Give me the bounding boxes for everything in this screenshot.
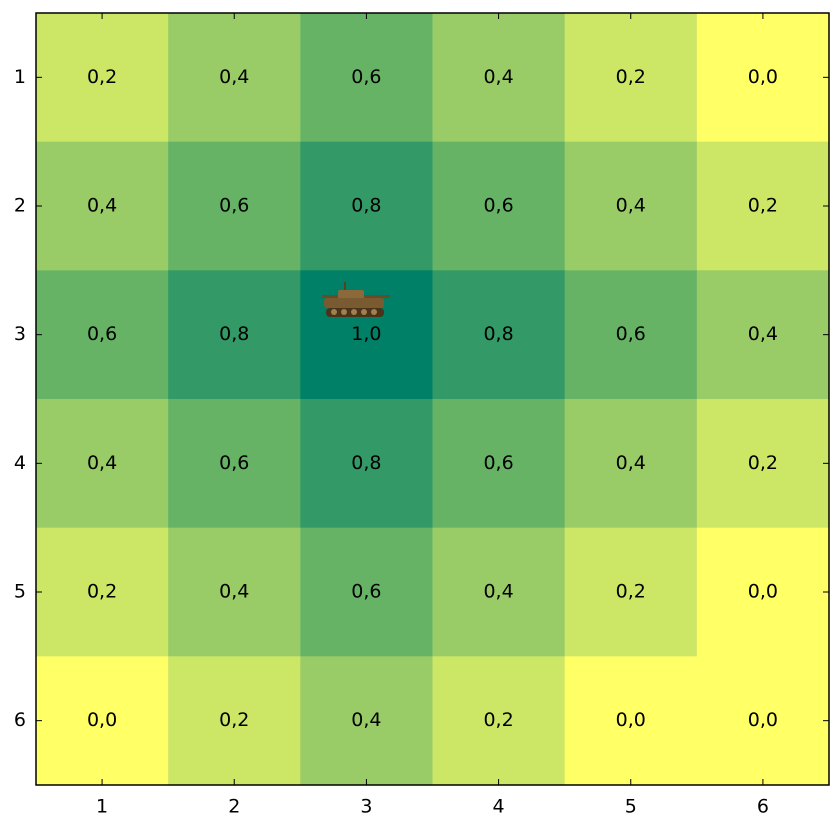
heat-cell [696, 141, 830, 271]
x-tick-label: 4 [493, 796, 505, 818]
cell-label: 0,4 [748, 323, 778, 345]
heat-cell [36, 527, 169, 657]
y-tick-label: 6 [14, 709, 26, 731]
y-tick-label: 3 [14, 323, 26, 345]
heat-cell [432, 13, 566, 143]
cell-label: 0,6 [616, 323, 646, 345]
y-tick-label: 2 [14, 195, 26, 217]
cell-label: 0,0 [87, 709, 117, 731]
cell-label: 0,6 [87, 323, 117, 345]
cell-label: 0,6 [219, 452, 249, 474]
heat-cell [168, 270, 301, 400]
heat-cell [564, 527, 698, 657]
heat-cell [300, 399, 433, 529]
cell-label: 0,4 [483, 581, 513, 603]
cell-label: 0,2 [87, 581, 117, 603]
cell-label: 0,6 [219, 195, 249, 217]
heat-cell [36, 270, 169, 400]
cell-label: 0,4 [616, 195, 646, 217]
heat-cell [432, 399, 566, 529]
heat-cell [696, 270, 830, 400]
heat-cell [168, 656, 301, 786]
cell-label: 0,4 [351, 709, 381, 731]
cell-label: 0,6 [351, 581, 381, 603]
cell-label: 0,6 [351, 66, 381, 88]
heat-cell [168, 141, 301, 271]
cell-label: 1,0 [351, 323, 381, 345]
heat-cell [168, 527, 301, 657]
cell-label: 0,2 [748, 195, 778, 217]
cell-label: 0,0 [748, 709, 778, 731]
x-tick-label: 5 [625, 796, 637, 818]
heat-cell [432, 141, 566, 271]
x-tick-label: 3 [360, 796, 372, 818]
cell-label: 0,8 [351, 195, 381, 217]
heat-cell [696, 399, 830, 529]
heat-cell [300, 527, 433, 657]
x-tick-label: 2 [228, 796, 240, 818]
cell-label: 0,0 [748, 66, 778, 88]
cell-label: 0,2 [219, 709, 249, 731]
heat-cell [168, 13, 301, 143]
heat-cell [300, 270, 433, 400]
heat-cell [564, 13, 698, 143]
y-tick-label: 5 [14, 581, 26, 603]
y-tick-label: 4 [14, 452, 26, 474]
cell-label: 0,4 [87, 452, 117, 474]
heat-cell [36, 141, 169, 271]
cell-label: 0,8 [219, 323, 249, 345]
cell-label: 0,8 [351, 452, 381, 474]
cell-label: 0,2 [616, 66, 646, 88]
heat-cell [432, 270, 566, 400]
cell-label: 0,0 [616, 709, 646, 731]
cell-label: 0,0 [748, 581, 778, 603]
heat-cell [696, 656, 830, 786]
heat-cell [564, 399, 698, 529]
heat-cell [36, 399, 169, 529]
heat-cell [432, 527, 566, 657]
cell-label: 0,4 [483, 66, 513, 88]
cell-label: 0,6 [483, 452, 513, 474]
heat-cell [300, 13, 433, 143]
cell-label: 0,4 [616, 452, 646, 474]
cell-label: 0,2 [483, 709, 513, 731]
heat-cell [432, 656, 566, 786]
cell-label: 0,8 [483, 323, 513, 345]
heat-cell [564, 656, 698, 786]
cell-label: 0,4 [219, 66, 249, 88]
heat-cell [564, 141, 698, 271]
heat-cell [36, 13, 169, 143]
x-tick-label: 6 [757, 796, 769, 818]
cell-label: 0,4 [219, 581, 249, 603]
cells: 0,2 0,4 0,6 0,4 0,2 0,0 0,4 0,6 0,8 0,6 0,4 0,2 0,6 0… [36, 13, 830, 786]
cell-label: 0,2 [748, 452, 778, 474]
heat-cell [300, 656, 433, 786]
cell-label: 0,4 [87, 195, 117, 217]
x-tick-label: 1 [96, 796, 108, 818]
heat-cell [696, 527, 830, 657]
heat-cell [696, 13, 830, 143]
y-tick-label: 1 [14, 66, 26, 88]
cell-label: 0,2 [616, 581, 646, 603]
heat-cell [300, 141, 433, 271]
plot-frame [35, 12, 830, 786]
cell-label: 0,2 [87, 66, 117, 88]
cell-label: 0,6 [483, 195, 513, 217]
heat-cell [564, 270, 698, 400]
heat-cell [168, 399, 301, 529]
tank-icon [322, 282, 390, 317]
heat-cell [36, 656, 169, 786]
